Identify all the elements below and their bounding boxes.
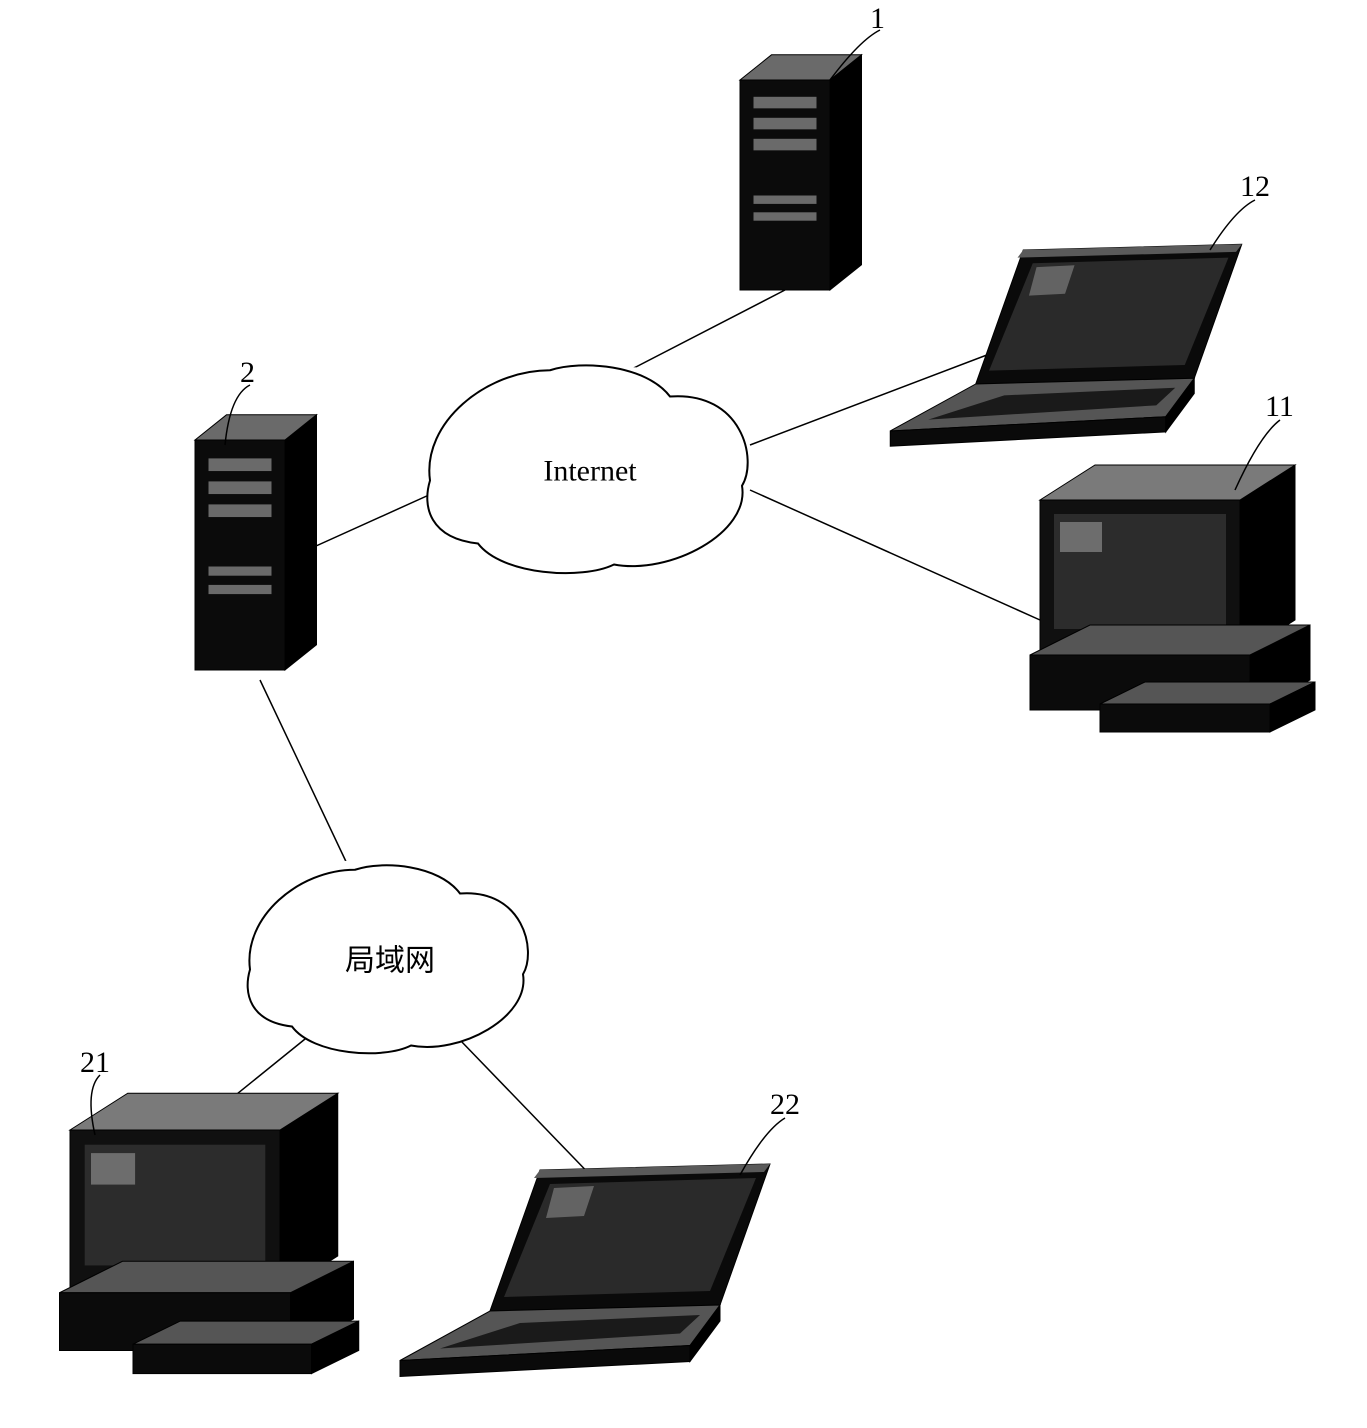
server-2-node-id-label: 2 bbox=[240, 356, 255, 389]
laptop-12-node-id-label: 12 bbox=[1240, 170, 1270, 203]
laptop-22-node-id-label: 22 bbox=[770, 1088, 800, 1121]
internet-cloud-label: Internet bbox=[543, 455, 637, 488]
lan-cloud-label: 局域网 bbox=[345, 945, 435, 978]
server-1-node-id-label: 1 bbox=[870, 2, 885, 35]
desktop-11-node-id-label: 11 bbox=[1265, 390, 1294, 423]
desktop-21-node-id-label: 21 bbox=[80, 1046, 110, 1079]
